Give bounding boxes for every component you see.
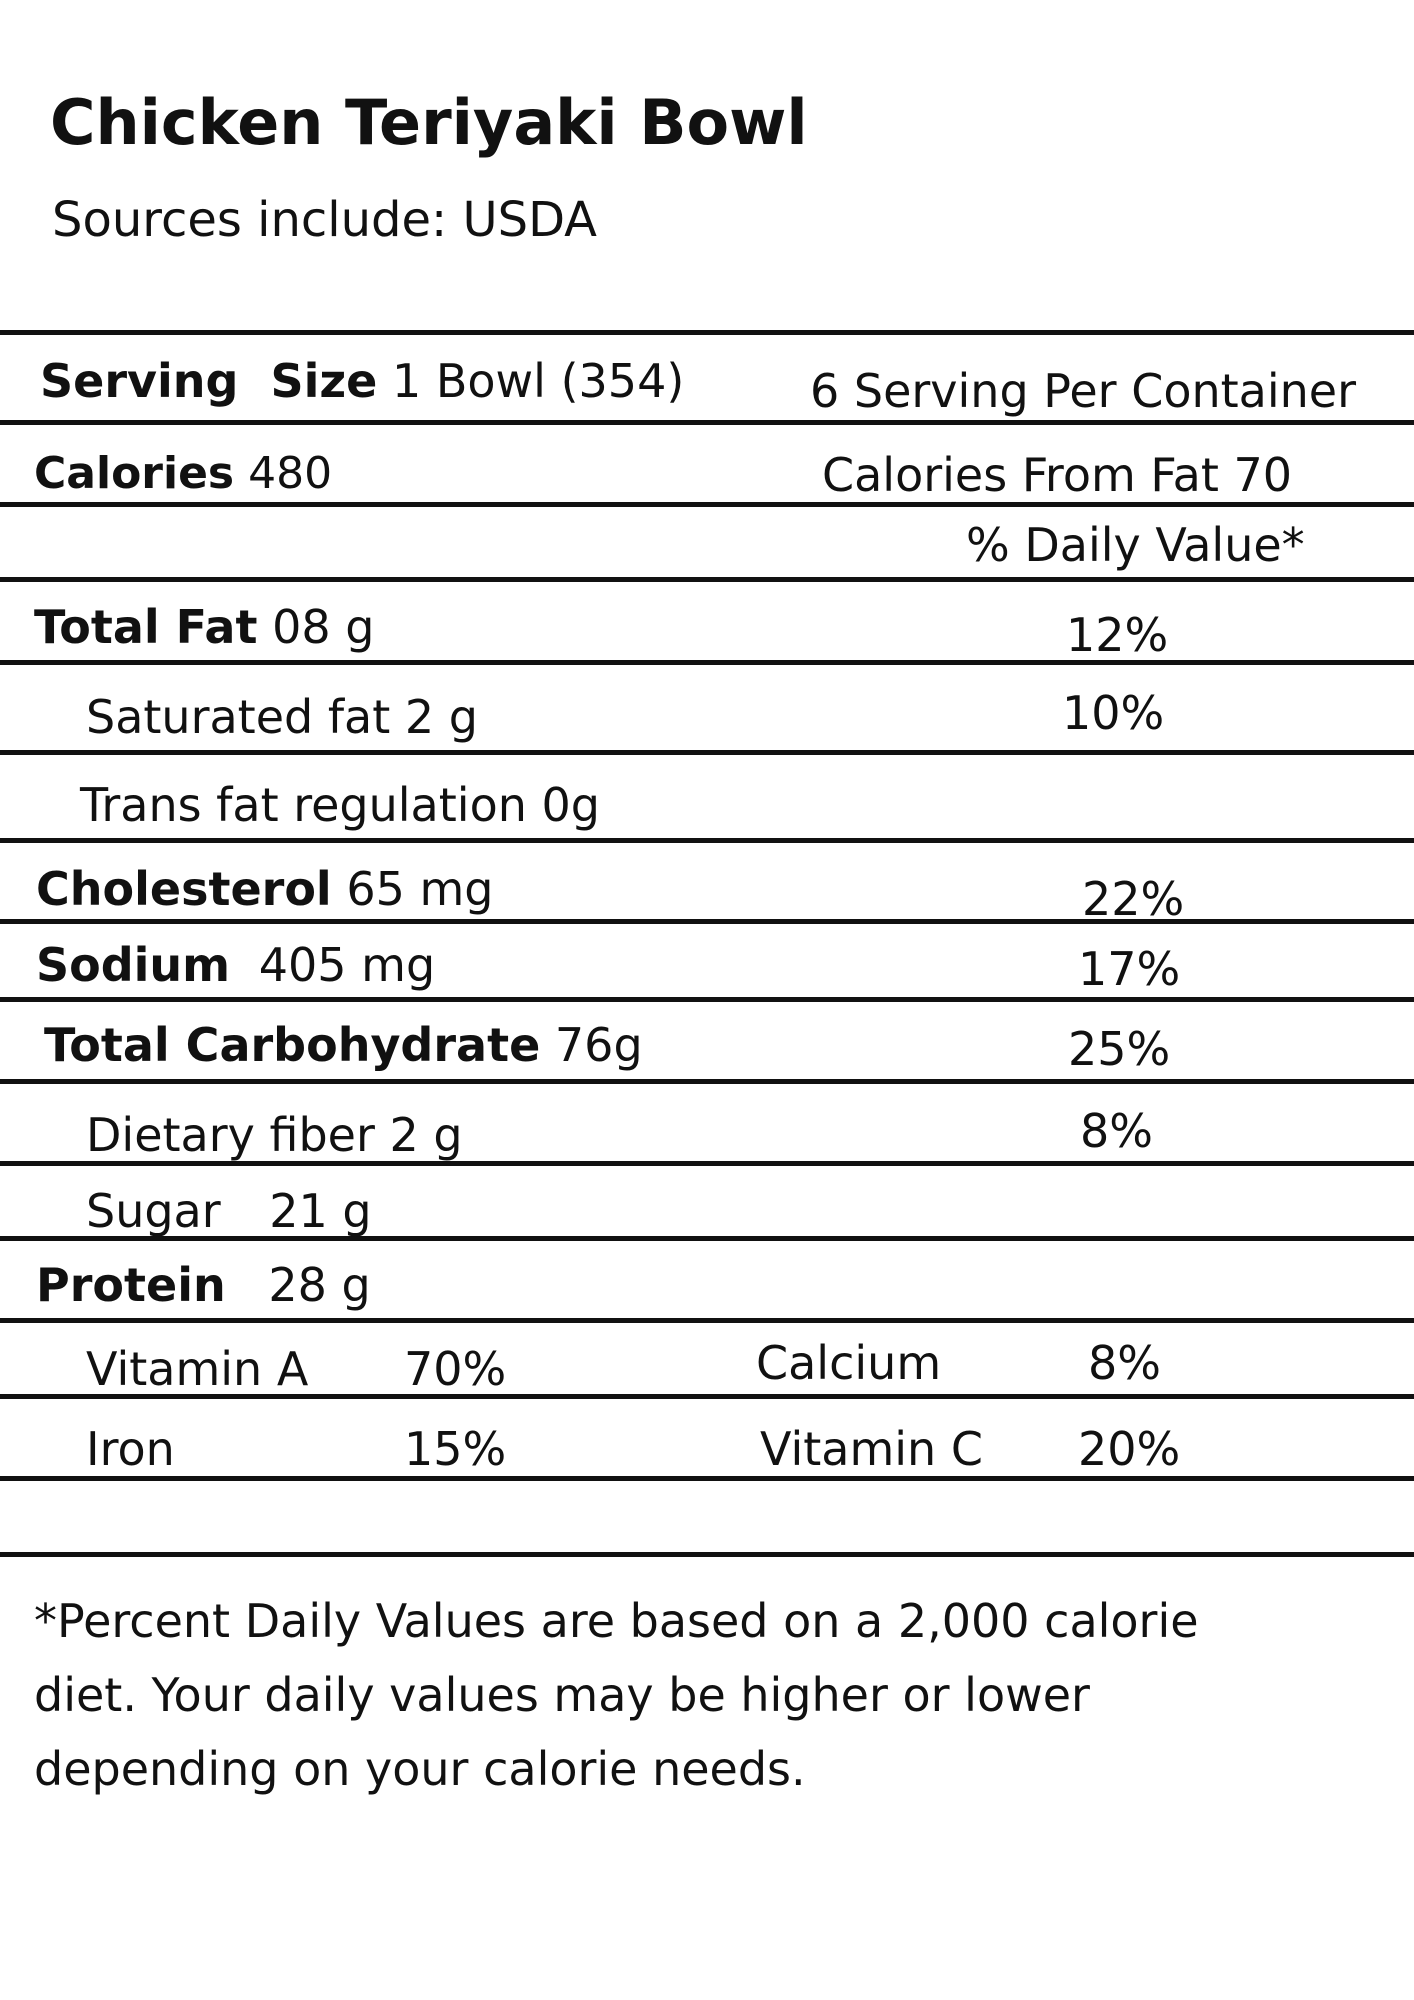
nutrient-dv: 17%	[1078, 942, 1181, 996]
nutrient-value: 76g	[554, 1018, 643, 1072]
vitamin-value: 8%	[1088, 1336, 1161, 1390]
footnote-line: depending on your calorie needs.	[34, 1742, 806, 1796]
nutrient-row-total-carbohydrate: Total Carbohydrate 76g	[44, 1022, 643, 1068]
sources-text: Sources include: USDA	[52, 192, 598, 248]
nutrient-row-sugar: Sugar 21 g	[86, 1188, 372, 1234]
calories-row: Calories 480	[34, 452, 332, 496]
vitamin-name: Iron	[86, 1422, 175, 1476]
nutrient-row-protein: Protein 28 g	[36, 1262, 371, 1308]
nutrient-row-total-fat: Total Fat 08 g	[34, 604, 374, 650]
divider	[0, 1161, 1414, 1166]
divider	[0, 577, 1414, 582]
nutrient-label: Sodium	[36, 938, 231, 992]
nutrient-dv: 8%	[1080, 1104, 1153, 1158]
nutrient-row-trans-fat: Trans fat regulation 0g	[80, 778, 600, 832]
vitamin-value: 70%	[404, 1342, 507, 1396]
divider	[0, 420, 1414, 425]
vitamin-name: Calcium	[756, 1336, 942, 1390]
divider	[0, 750, 1414, 755]
divider	[0, 1394, 1414, 1399]
serving-size-row: Serving Size 1 Bowl (354)	[40, 358, 684, 404]
divider	[0, 1476, 1414, 1481]
nutrient-dv: 10%	[1062, 686, 1165, 740]
divider	[0, 997, 1414, 1002]
nutrient-label: Cholesterol	[36, 862, 332, 916]
nutrient-row-saturated-fat: Saturated fat 2 g	[86, 690, 478, 744]
divider	[0, 660, 1414, 665]
page-title: Chicken Teriyaki Bowl	[50, 86, 808, 159]
nutrient-row-sodium: Sodium 405 mg	[36, 942, 435, 988]
calories-label: Calories	[34, 448, 235, 499]
nutrient-label: Total Fat	[34, 600, 258, 654]
divider	[0, 330, 1414, 335]
servings-per-container: 6 Serving Per Container	[810, 364, 1357, 418]
nutrient-dv: 22%	[1082, 872, 1185, 926]
nutrient-label: Sugar	[86, 1184, 221, 1238]
nutrient-label: Protein	[36, 1258, 226, 1312]
nutrient-row-cholesterol: Cholesterol 65 mg	[36, 866, 494, 912]
serving-size-value: 1 Bowl (354)	[391, 354, 685, 408]
divider	[0, 1079, 1414, 1084]
nutrient-value: 65 mg	[346, 862, 494, 916]
daily-value-header: % Daily Value*	[966, 518, 1305, 572]
nutrient-value: 21 g	[269, 1184, 372, 1238]
vitamin-value: 20%	[1078, 1422, 1181, 1476]
calories-from-fat: Calories From Fat 70	[822, 448, 1293, 502]
serving-size-label: Serving Size	[40, 354, 378, 408]
nutrient-row-dietary-fiber: Dietary fiber 2 g	[86, 1108, 463, 1162]
nutrient-dv: 12%	[1066, 608, 1169, 662]
vitamin-value: 15%	[404, 1422, 507, 1476]
nutrient-dv: 25%	[1068, 1022, 1171, 1076]
divider	[0, 919, 1414, 924]
vitamin-name: Vitamin C	[760, 1422, 983, 1476]
divider	[0, 1552, 1414, 1557]
divider	[0, 1236, 1414, 1241]
footnote-line: diet. Your daily values may be higher or…	[34, 1668, 1090, 1722]
vitamin-name: Vitamin A	[86, 1342, 309, 1396]
nutrient-value: 08 g	[272, 600, 375, 654]
nutrient-label: Total Carbohydrate	[44, 1018, 541, 1072]
calories-value: 480	[248, 448, 333, 499]
nutrient-value: 28 g	[268, 1258, 371, 1312]
divider	[0, 838, 1414, 843]
nutrient-value: 405 mg	[258, 938, 436, 992]
divider	[0, 502, 1414, 507]
footnote-line: *Percent Daily Values are based on a 2,0…	[34, 1594, 1199, 1648]
divider	[0, 1318, 1414, 1323]
